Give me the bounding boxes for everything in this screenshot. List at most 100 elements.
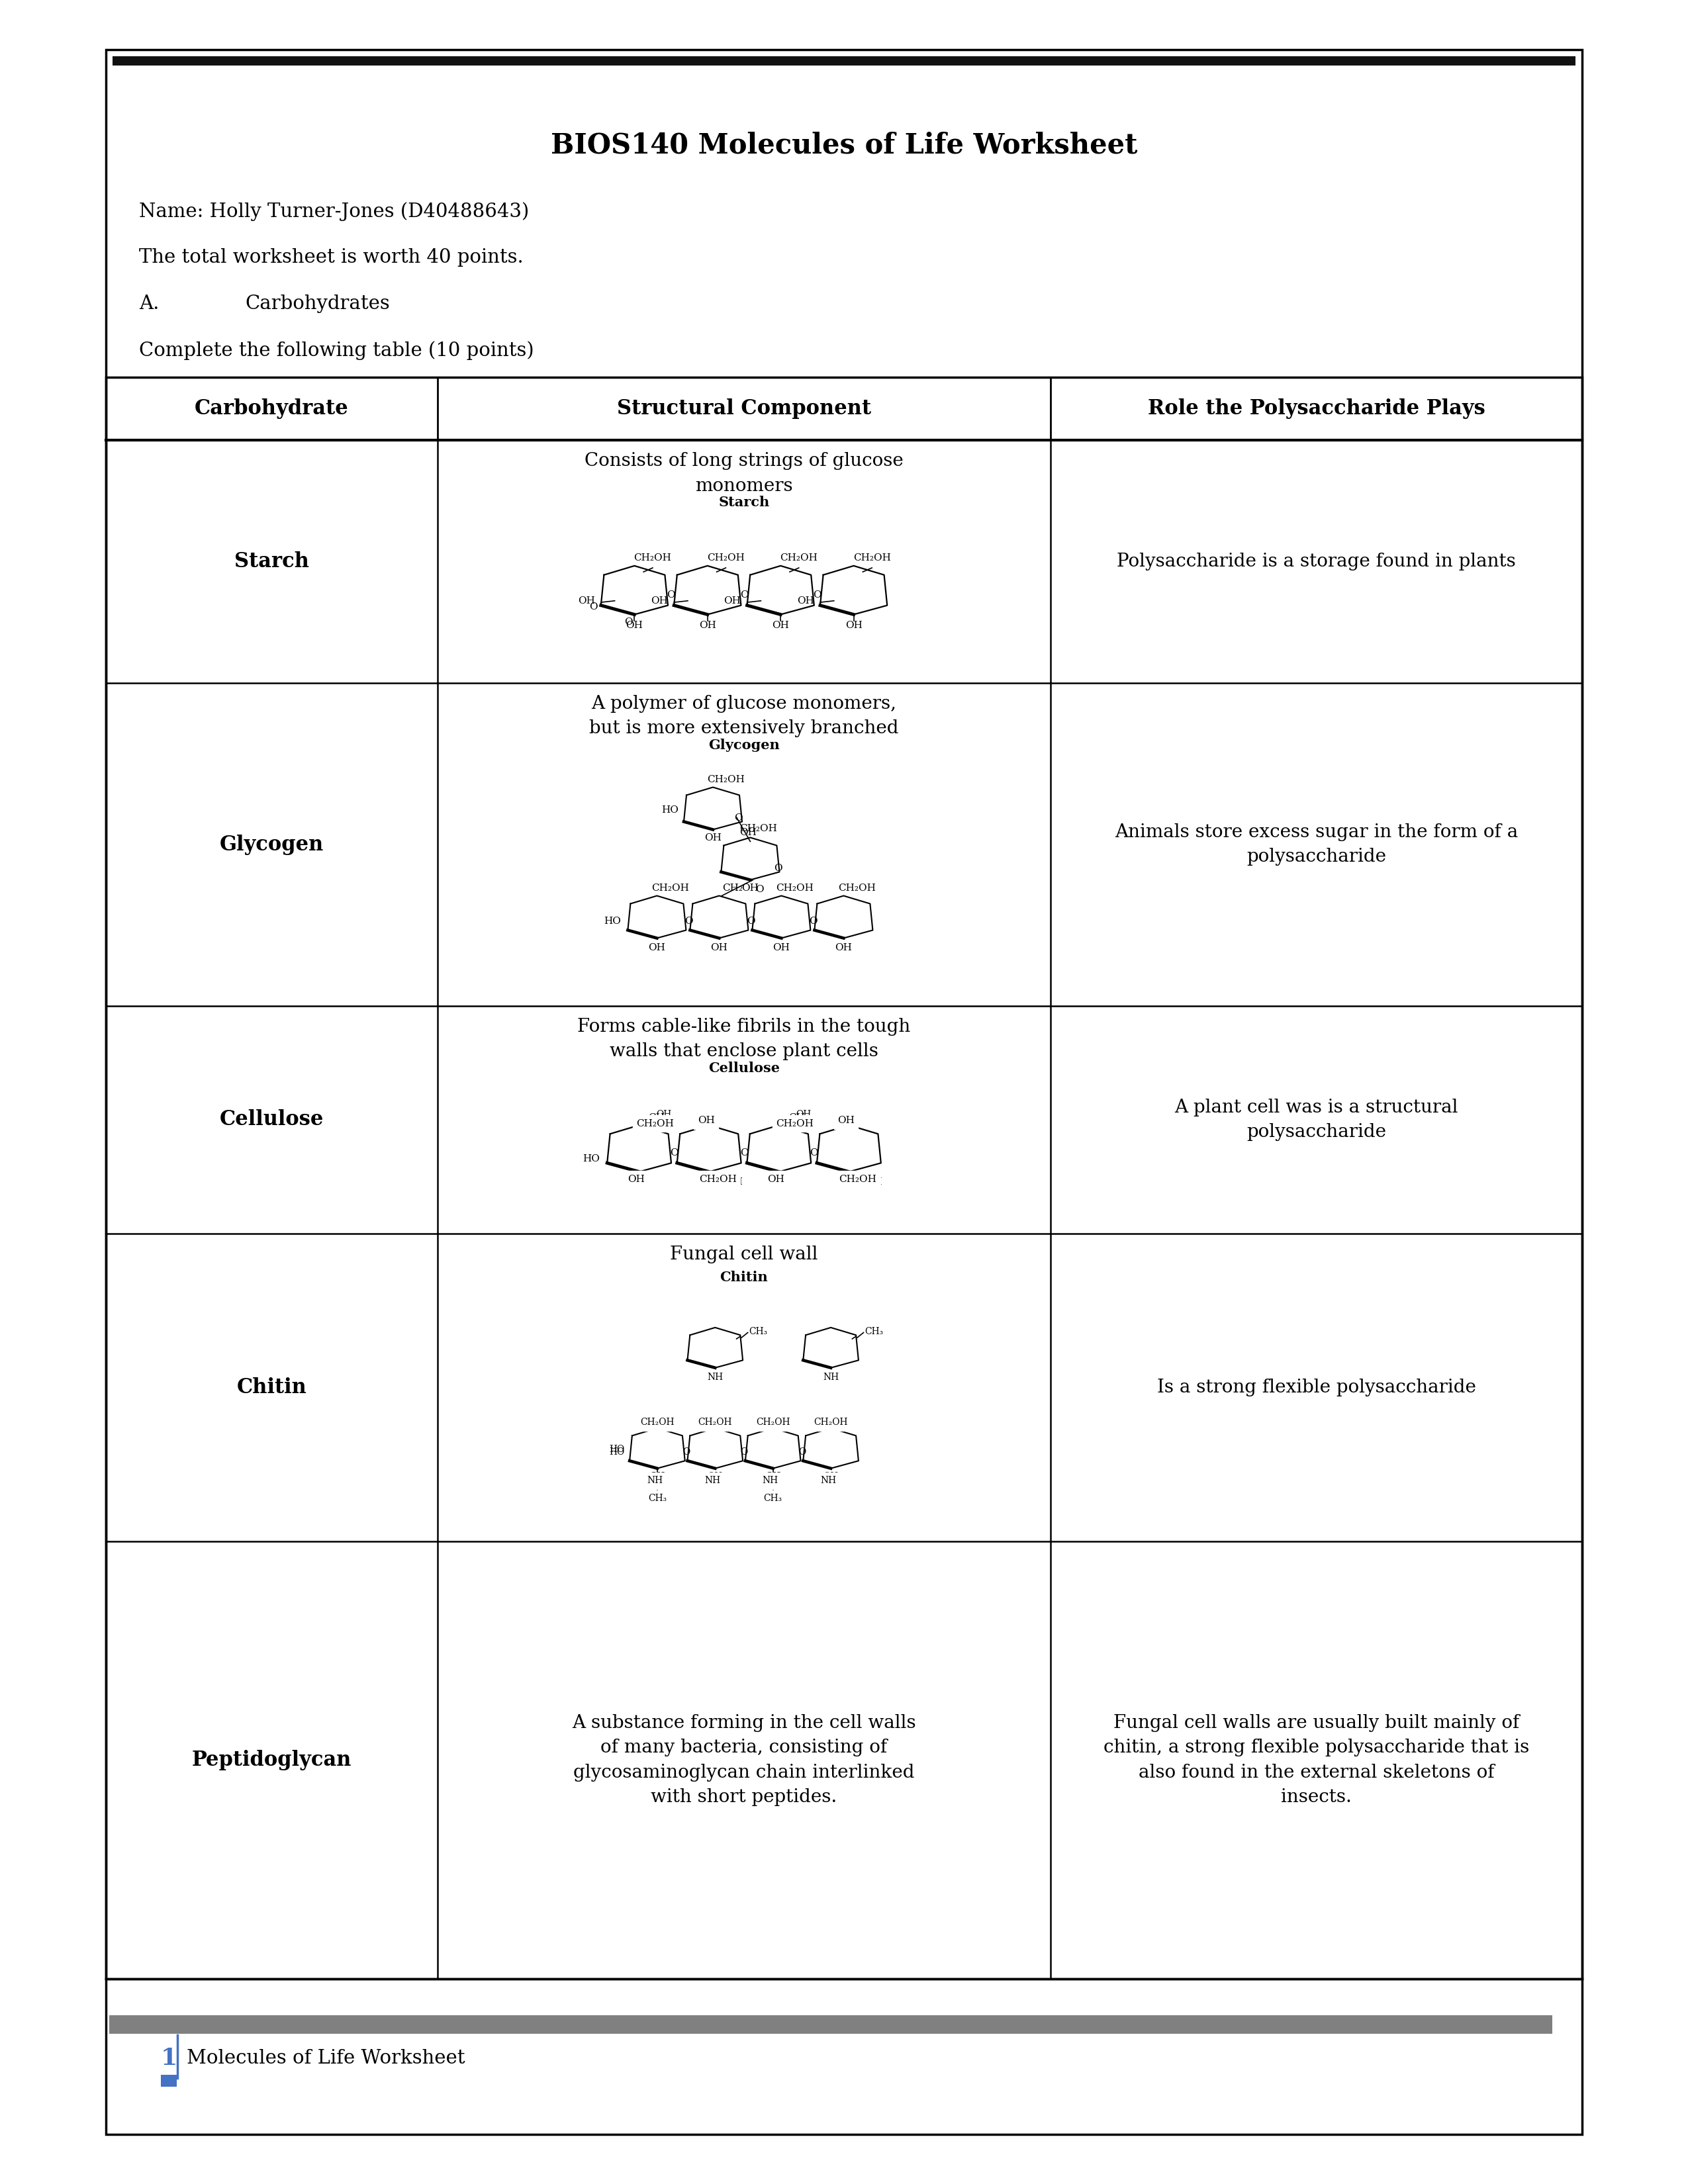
Text: A polymer of glucose monomers,
but is more extensively branched: A polymer of glucose monomers, but is mo…: [589, 695, 898, 738]
Bar: [113, 57, 1575, 66]
Bar: [106, 50, 1582, 2134]
Text: The total worksheet is worth 40 points.: The total worksheet is worth 40 points.: [138, 249, 523, 266]
Text: O: O: [775, 863, 783, 874]
Text: NH: NH: [647, 1476, 663, 1485]
Text: CH₂OH: CH₂OH: [776, 885, 814, 893]
Text: O: O: [798, 1448, 805, 1457]
Text: Glycogen: Glycogen: [219, 834, 324, 854]
Text: Fungal cell wall: Fungal cell wall: [670, 1245, 819, 1262]
Text: CH₂OH: CH₂OH: [753, 1422, 788, 1431]
Text: Forms cable-like fibrils in the tough
walls that enclose plant cells: Forms cable-like fibrils in the tough wa…: [577, 1018, 910, 1061]
Text: O: O: [739, 1149, 748, 1158]
Bar: [160, 2075, 177, 2086]
Text: OH: OH: [704, 834, 721, 843]
Text: OH: OH: [836, 943, 852, 952]
Text: OH: OH: [626, 620, 643, 629]
Text: OH: OH: [837, 1116, 854, 1125]
Text: CH₂OH: CH₂OH: [852, 553, 891, 563]
Text: Chitin: Chitin: [721, 1271, 768, 1284]
Text: CH₂OH: CH₂OH: [780, 553, 817, 563]
Text: O: O: [739, 590, 748, 598]
Text: CH₂OH: CH₂OH: [756, 1417, 790, 1426]
Text: O: O: [734, 812, 743, 823]
Text: Is a strong flexible polysaccharide: Is a strong flexible polysaccharide: [1156, 1378, 1475, 1396]
Text: OH: OH: [628, 1175, 645, 1184]
Text: NH: NH: [707, 1374, 722, 1382]
Text: O: O: [667, 590, 675, 598]
Text: Chitin: Chitin: [236, 1378, 307, 1398]
Text: CH₂OH: CH₂OH: [776, 1118, 814, 1129]
Text: O: O: [809, 917, 817, 926]
Text: OH: OH: [765, 1472, 780, 1481]
Text: Role the Polysaccharide Plays: Role the Polysaccharide Plays: [1148, 397, 1485, 419]
Text: OH: OH: [771, 620, 790, 629]
Text: CH₂: CH₂: [722, 885, 743, 893]
Text: Peptidoglycan: Peptidoglycan: [192, 1749, 351, 1771]
Text: CH₃: CH₃: [749, 1326, 768, 1337]
Text: HO: HO: [604, 917, 621, 926]
Text: Name: Holly Turner-Jones (D40488643): Name: Holly Turner-Jones (D40488643): [138, 201, 528, 221]
Text: O: O: [682, 1448, 690, 1457]
Text: OH: OH: [699, 620, 716, 629]
Text: A plant cell was is a structural
polysaccharide: A plant cell was is a structural polysac…: [1175, 1099, 1458, 1140]
Text: OH: OH: [707, 1472, 722, 1481]
Text: Polysaccharide is a storage found in plants: Polysaccharide is a storage found in pla…: [1117, 553, 1516, 570]
Text: OH: OH: [711, 943, 728, 952]
Text: Starch: Starch: [719, 496, 770, 509]
Text: OH: OH: [797, 596, 814, 605]
Text: OH: OH: [652, 596, 668, 605]
Text: CH: CH: [648, 1114, 665, 1123]
Text: O: O: [685, 917, 692, 926]
Text: NH: NH: [822, 1374, 839, 1382]
Text: HO: HO: [609, 1448, 625, 1457]
Text: Cellulose: Cellulose: [709, 1061, 780, 1075]
Text: CH₂OH: CH₂OH: [706, 1177, 743, 1186]
Text: CH₂OH: CH₂OH: [652, 885, 689, 893]
Text: OH: OH: [765, 1472, 780, 1481]
Text: OH: OH: [724, 596, 741, 605]
Text: CH₂OH: CH₂OH: [699, 1175, 736, 1184]
Text: OH: OH: [648, 943, 665, 952]
Text: OH: OH: [577, 596, 594, 605]
Text: CH₂OH: CH₂OH: [844, 1177, 883, 1186]
Text: CH₂OH: CH₂OH: [699, 1417, 733, 1426]
Text: Structural Component: Structural Component: [616, 397, 871, 419]
Text: O: O: [746, 917, 755, 926]
Bar: [106, 378, 1582, 1979]
Text: A substance forming in the cell walls
of many bacteria, consisting of
glycosamin: A substance forming in the cell walls of…: [572, 1714, 917, 1806]
Text: O: O: [741, 1448, 748, 1457]
Text: CH₂OH: CH₂OH: [739, 823, 776, 834]
Text: OH: OH: [697, 1116, 714, 1125]
Text: NH: NH: [704, 1476, 721, 1485]
Text: Glycogen: Glycogen: [709, 738, 780, 751]
Text: OH: OH: [701, 1114, 717, 1123]
Text: OH: OH: [657, 1109, 672, 1120]
Bar: [110, 2016, 1553, 2033]
Text: CH₂OH: CH₂OH: [814, 1417, 847, 1426]
Text: CH₃: CH₃: [763, 1494, 782, 1503]
Text: NH: NH: [763, 1476, 778, 1485]
Text: Consists of long strings of glucose
monomers: Consists of long strings of glucose mono…: [584, 452, 903, 496]
Text: OH: OH: [770, 1177, 788, 1186]
Text: OH: OH: [824, 1472, 839, 1481]
Text: OH: OH: [846, 620, 863, 629]
Text: OH: OH: [841, 1114, 858, 1123]
Text: CH₂OH: CH₂OH: [839, 1175, 876, 1184]
Text: CH₂OH: CH₂OH: [635, 553, 672, 563]
Text: O: O: [670, 1149, 679, 1158]
Text: A.: A.: [138, 295, 159, 312]
Text: OH: OH: [650, 1472, 665, 1481]
Text: OH: OH: [741, 885, 760, 893]
Text: HO: HO: [662, 806, 679, 815]
Text: 1: 1: [160, 2046, 177, 2070]
Text: CH₂OH: CH₂OH: [640, 1417, 674, 1426]
Text: HO: HO: [582, 1153, 599, 1164]
Text: Complete the following table (10 points): Complete the following table (10 points): [138, 341, 533, 360]
Text: CH₂OH: CH₂OH: [707, 775, 744, 784]
Text: O: O: [814, 590, 822, 598]
Text: CH₂OH: CH₂OH: [638, 1422, 672, 1431]
Text: CH₃: CH₃: [864, 1326, 883, 1337]
Text: Carbohydrate: Carbohydrate: [194, 397, 349, 419]
Text: CH: CH: [788, 1114, 805, 1123]
Text: O: O: [589, 603, 598, 612]
